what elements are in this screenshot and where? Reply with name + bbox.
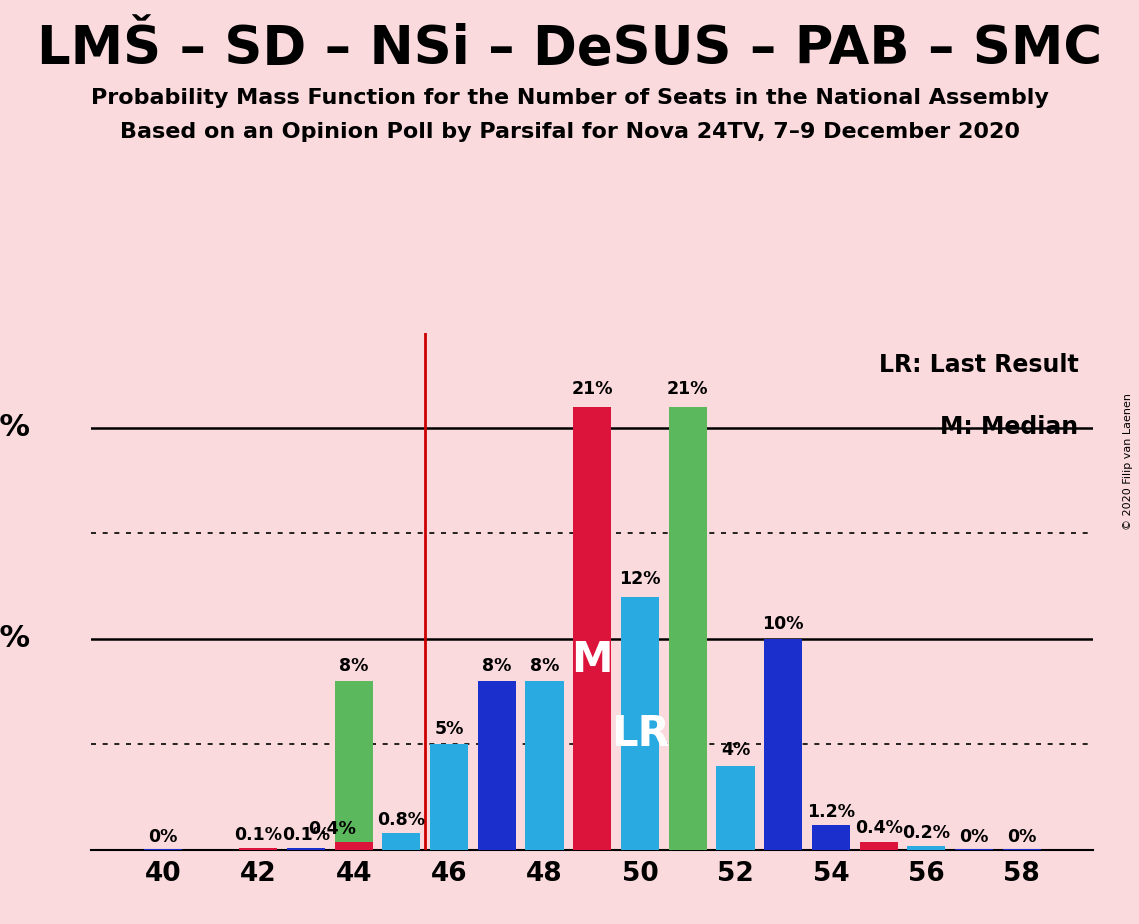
Text: LR: LR [611,713,670,755]
Text: 20%: 20% [0,413,31,443]
Bar [669,407,707,850]
Bar [1002,849,1041,850]
Text: 12%: 12% [620,570,661,589]
Bar [335,681,372,850]
Text: 0.4%: 0.4% [854,820,902,837]
Bar [525,681,564,850]
Text: M: M [572,639,613,681]
Text: 0%: 0% [959,828,989,845]
Text: 8%: 8% [530,657,559,675]
Bar [860,842,898,850]
Bar [716,766,754,850]
Bar [477,681,516,850]
Text: 0.1%: 0.1% [282,826,330,844]
Text: 0.8%: 0.8% [377,811,425,829]
Text: 4%: 4% [721,741,751,760]
Text: 0.2%: 0.2% [902,823,950,842]
Bar [954,849,993,850]
Bar [335,842,372,850]
Bar [812,825,850,850]
Text: 10%: 10% [0,625,31,653]
Text: LR: Last Result: LR: Last Result [878,353,1079,377]
Bar [908,845,945,850]
Text: Probability Mass Function for the Number of Seats in the National Assembly: Probability Mass Function for the Number… [91,88,1048,108]
Bar [431,745,468,850]
Bar [144,849,182,850]
Text: 1.2%: 1.2% [806,803,855,821]
Bar [239,848,277,850]
Text: Based on an Opinion Poll by Parsifal for Nova 24TV, 7–9 December 2020: Based on an Opinion Poll by Parsifal for… [120,122,1019,142]
Text: 0%: 0% [148,828,178,845]
Text: 0.4%: 0.4% [309,821,357,838]
Bar [287,848,325,850]
Bar [764,638,802,850]
Bar [573,407,612,850]
Bar [621,597,659,850]
Text: 5%: 5% [434,720,464,738]
Text: 0.1%: 0.1% [235,826,282,844]
Text: 21%: 21% [572,380,613,398]
Text: 8%: 8% [339,657,368,675]
Text: 0%: 0% [1007,828,1036,845]
Bar [383,833,420,850]
Text: LMŠ – SD – NSi – DeSUS – PAB – SMC: LMŠ – SD – NSi – DeSUS – PAB – SMC [36,23,1103,75]
Text: M: Median: M: Median [941,416,1079,440]
Text: © 2020 Filip van Laenen: © 2020 Filip van Laenen [1123,394,1133,530]
Text: 10%: 10% [762,614,804,633]
Text: 8%: 8% [482,657,511,675]
Text: 21%: 21% [667,380,708,398]
